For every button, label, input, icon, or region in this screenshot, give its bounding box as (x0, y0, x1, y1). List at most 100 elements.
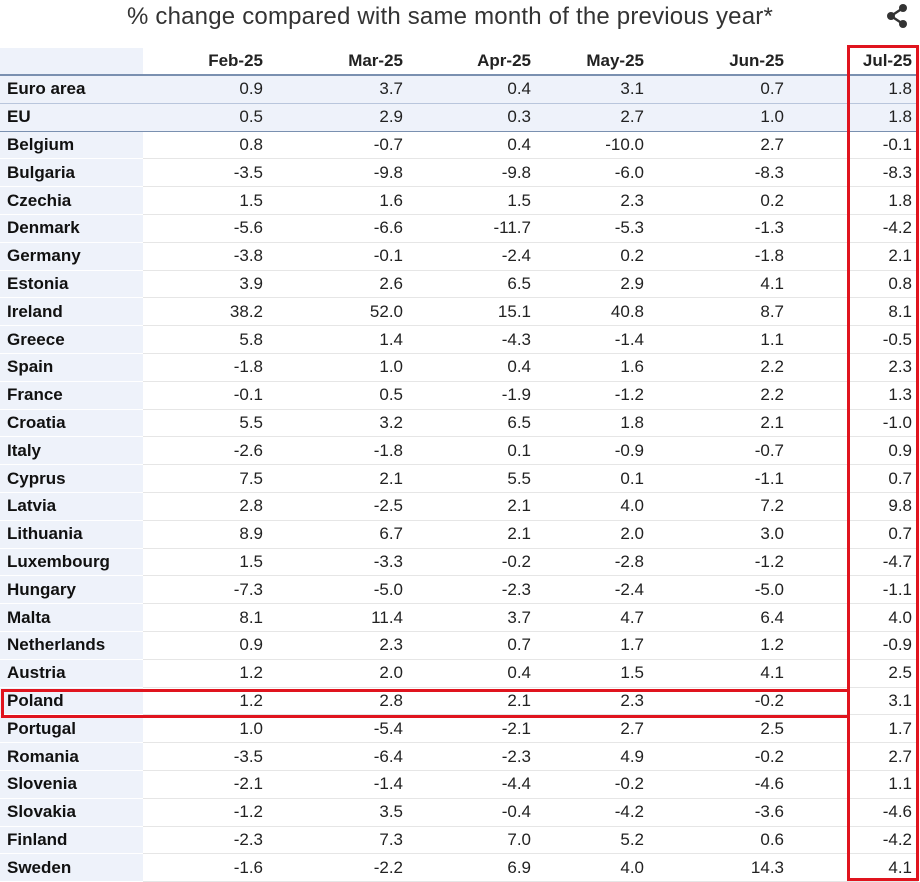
table-cell: -6.6 (269, 214, 409, 243)
table-row: Hungary -7.3 -5.0 -2.3 -2.4 -5.0 -1.1 (0, 575, 918, 605)
table-cell: -0.2 (537, 770, 650, 799)
table-cell: -6.4 (269, 742, 409, 771)
table-cell: -2.3 (143, 826, 269, 855)
table-cell: 6.5 (409, 270, 537, 299)
row-label: EU (0, 103, 143, 132)
table-cell: 2.7 (790, 742, 918, 771)
table-cell: -1.0 (790, 409, 918, 438)
table-cell: -10.0 (537, 131, 650, 160)
table-cell: -2.8 (537, 548, 650, 577)
table-cell: 8.1 (143, 603, 269, 632)
row-label: Belgium (0, 131, 143, 160)
table-cell: -2.3 (409, 742, 537, 771)
row-label: Slovenia (0, 770, 143, 799)
table-row: Euro area 0.9 3.7 0.4 3.1 0.7 1.8 (0, 75, 918, 104)
table-cell: -1.9 (409, 381, 537, 410)
table-cell: 0.6 (650, 826, 790, 855)
table-cell: 2.3 (537, 186, 650, 215)
table-row: EU 0.5 2.9 0.3 2.7 1.0 1.8 (0, 103, 918, 132)
page-title: % change compared with same month of the… (126, 3, 773, 30)
table-cell: 1.4 (269, 325, 409, 354)
table-row: Italy -2.6 -1.8 0.1 -0.9 -0.7 0.9 (0, 436, 918, 466)
table-cell: 0.1 (409, 436, 537, 466)
table-cell: -1.8 (650, 242, 790, 271)
table-cell: 3.9 (143, 270, 269, 299)
table-cell: 6.7 (269, 520, 409, 549)
table-cell: -0.7 (269, 131, 409, 160)
table-cell: 4.1 (650, 659, 790, 688)
table-cell: -8.3 (650, 158, 790, 188)
table-cell: 1.8 (790, 103, 918, 132)
row-label: Spain (0, 353, 143, 382)
table-cell: 0.2 (537, 242, 650, 271)
table-cell: -1.1 (650, 464, 790, 493)
table-cell: 2.0 (269, 659, 409, 688)
column-header[interactable]: Apr-25 (409, 48, 537, 76)
table-cell: 7.3 (269, 826, 409, 855)
table-cell: 2.1 (409, 492, 537, 521)
table-row: Poland 1.2 2.8 2.1 2.3 -0.2 3.1 (0, 687, 918, 716)
table-cell: 2.7 (650, 131, 790, 160)
table-cell: 1.5 (409, 186, 537, 215)
table-row: Belgium 0.8 -0.7 0.4 -10.0 2.7 -0.1 (0, 131, 918, 160)
table-cell: -6.0 (537, 158, 650, 188)
column-header[interactable]: Jun-25 (650, 48, 790, 76)
table-cell: -0.2 (650, 742, 790, 771)
table-cell: 6.4 (650, 603, 790, 632)
table-cell: -0.1 (143, 381, 269, 410)
table-row: France -0.1 0.5 -1.9 -1.2 2.2 1.3 (0, 381, 918, 410)
table-cell: -1.2 (143, 798, 269, 827)
table-cell: 6.5 (409, 409, 537, 438)
table-cell: 4.0 (537, 853, 650, 882)
table-cell: 52.0 (269, 297, 409, 327)
table-cell: -1.2 (650, 548, 790, 577)
table-cell: -2.4 (409, 242, 537, 271)
column-header[interactable]: May-25 (537, 48, 650, 76)
table-row: Slovakia -1.2 3.5 -0.4 -4.2 -3.6 -4.6 (0, 798, 918, 827)
table-cell: 1.7 (790, 714, 918, 744)
table-cell: -4.2 (790, 826, 918, 855)
table-cell: 1.5 (143, 548, 269, 577)
table-row: Malta 8.1 11.4 3.7 4.7 6.4 4.0 (0, 603, 918, 632)
share-icon[interactable] (884, 3, 910, 29)
table-cell: -11.7 (409, 214, 537, 243)
table-cell: -7.3 (143, 575, 269, 605)
table-cell: 9.8 (790, 492, 918, 521)
table-cell: 1.0 (269, 353, 409, 382)
table-cell: 1.0 (143, 714, 269, 744)
table-cell: 2.3 (790, 353, 918, 382)
table-cell: 8.1 (790, 297, 918, 327)
table-cell: 0.5 (143, 103, 269, 132)
table-cell: 4.0 (790, 603, 918, 632)
table-cell: 2.2 (650, 381, 790, 410)
table-cell: 0.7 (409, 631, 537, 660)
table-cell: 3.5 (269, 798, 409, 827)
table-cell: -4.4 (409, 770, 537, 799)
table-cell: -0.1 (269, 242, 409, 271)
table-cell: 0.4 (409, 75, 537, 104)
table-cell: 2.1 (269, 464, 409, 493)
table-row: Czechia 1.5 1.6 1.5 2.3 0.2 1.8 (0, 186, 918, 215)
table-cell: 1.0 (650, 103, 790, 132)
table-row: Germany -3.8 -0.1 -2.4 0.2 -1.8 2.1 (0, 242, 918, 271)
table-cell: -0.5 (790, 325, 918, 354)
table-row: Netherlands 0.9 2.3 0.7 1.7 1.2 -0.9 (0, 631, 918, 660)
row-label: Czechia (0, 186, 143, 215)
table-cell: 8.9 (143, 520, 269, 549)
column-header[interactable]: Jul-25 (790, 48, 918, 76)
table-cell: 14.3 (650, 853, 790, 882)
table-row: Latvia 2.8 -2.5 2.1 4.0 7.2 9.8 (0, 492, 918, 521)
table-cell: 2.3 (537, 687, 650, 716)
column-header[interactable]: Mar-25 (269, 48, 409, 76)
table-row: Finland -2.3 7.3 7.0 5.2 0.6 -4.2 (0, 826, 918, 855)
table-cell: -0.2 (409, 548, 537, 577)
table-cell: -9.8 (409, 158, 537, 188)
table-cell: -5.6 (143, 214, 269, 243)
row-label: Austria (0, 659, 143, 688)
column-header[interactable]: Feb-25 (143, 48, 269, 76)
row-label: Luxembourg (0, 548, 143, 577)
table-cell: 2.6 (269, 270, 409, 299)
table-row: Croatia 5.5 3.2 6.5 1.8 2.1 -1.0 (0, 409, 918, 438)
table-cell: -2.1 (409, 714, 537, 744)
table-cell: 0.1 (537, 464, 650, 493)
